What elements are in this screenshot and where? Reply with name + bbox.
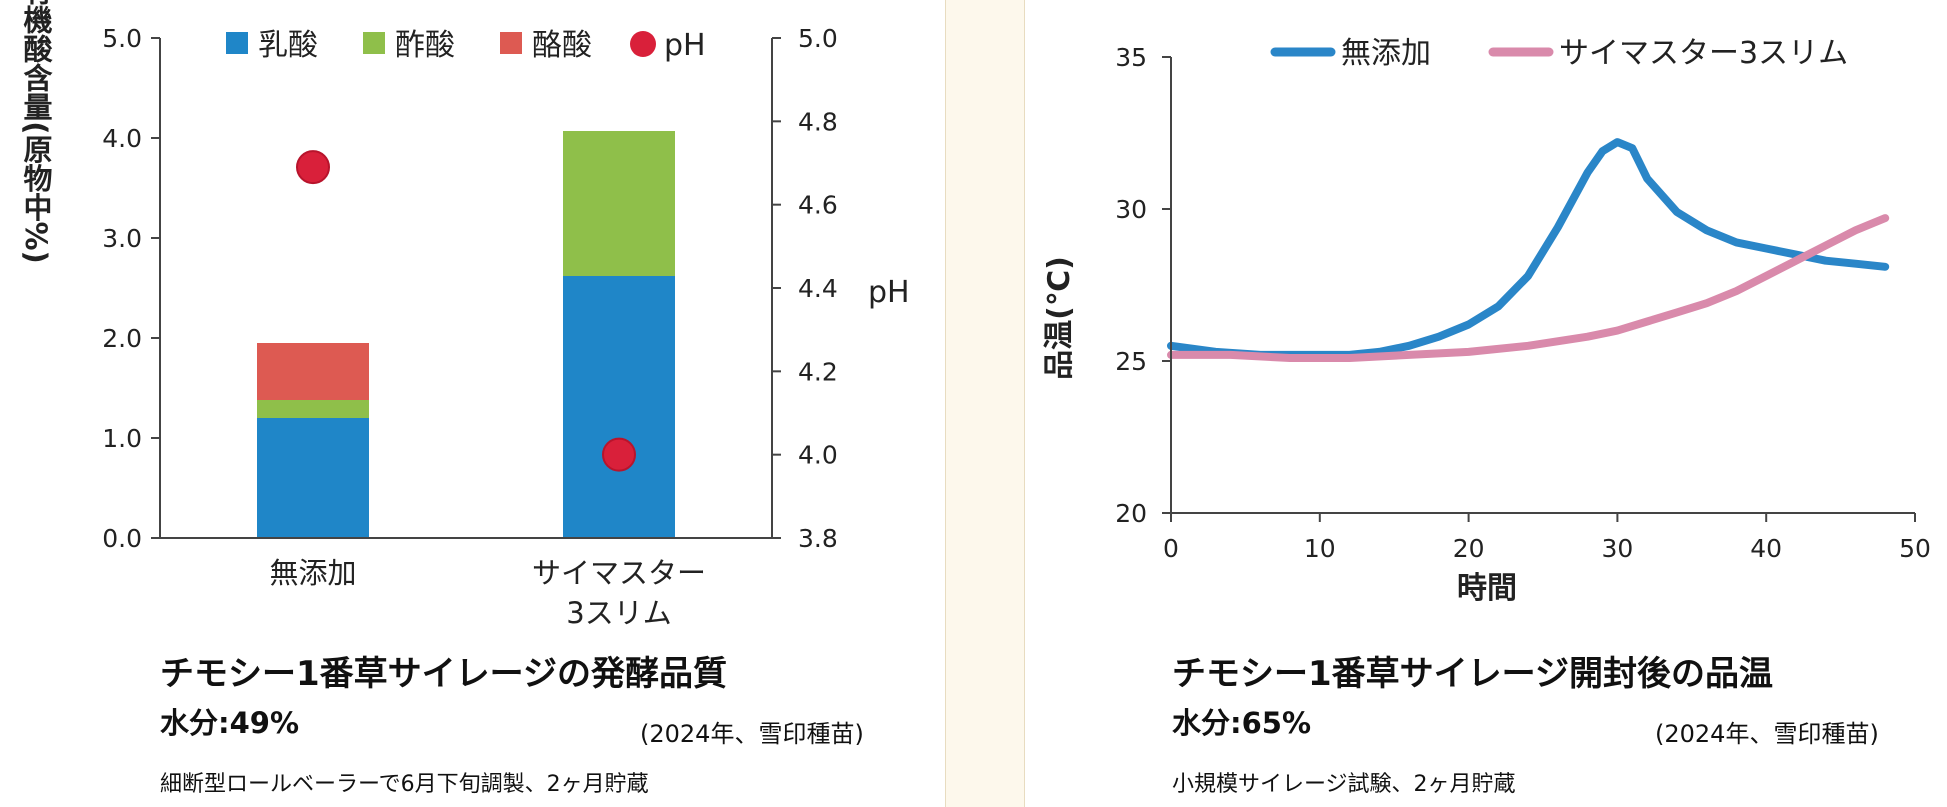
ph-point-1	[602, 437, 636, 472]
panel-divider	[945, 0, 1025, 807]
y-tick-label: 5.0	[102, 24, 142, 53]
y-tick-label: 20	[1115, 499, 1147, 528]
legend-swatch-2	[500, 32, 522, 54]
legend-label-1: 酢酸	[395, 28, 455, 63]
silage-temperature-chart: 20 25 30 35 0 10 20 30 40 50 時間 品温(℃) 無添加 サイマスター3スリム	[1042, 36, 1931, 606]
y-axis-label: 有機酸含量(原物中%)	[19, 0, 53, 264]
y2-tick-label: 4.8	[798, 107, 838, 136]
legend-swatch-1	[363, 32, 385, 54]
left-caption-source: (2024年、雪印種苗)	[640, 720, 864, 748]
left-caption-moisture: 水分:49%	[160, 706, 300, 740]
legend-swatch-3	[630, 31, 656, 57]
y-tick-label: 35	[1115, 43, 1147, 72]
y-tick-label: 3.0	[102, 224, 142, 253]
y-tick-label: 0.0	[102, 524, 142, 553]
x-tick-label: 20	[1453, 534, 1485, 563]
x-category-label: 無添加	[269, 556, 356, 590]
y-tick-label: 25	[1115, 347, 1147, 376]
y-axis-label: 品温(℃)	[1042, 256, 1077, 380]
y2-tick-label: 4.4	[798, 274, 838, 303]
x-category-label: 3スリム	[566, 596, 671, 630]
bar-酪酸-0	[257, 343, 369, 400]
right-caption-note: 小規模サイレージ試験、2ヶ月貯蔵	[1172, 772, 1516, 797]
bar-乳酸-0	[257, 418, 369, 538]
right-caption-moisture: 水分:65%	[1172, 706, 1312, 740]
x-category-label: サイマスター	[532, 556, 706, 590]
y-tick-label: 30	[1115, 195, 1147, 224]
y2-tick-label: 3.8	[798, 524, 838, 553]
legend-label-2: 酪酸	[532, 28, 592, 63]
right-caption-title: チモシー1番草サイレージ開封後の品温	[1172, 654, 1773, 694]
left-caption-title: チモシー1番草サイレージの発酵品質	[160, 654, 727, 694]
legend-label-3: pH	[664, 28, 706, 63]
y2-axis-label: pH	[868, 275, 910, 310]
x-tick-label: 0	[1163, 534, 1179, 563]
y-tick-label: 1.0	[102, 424, 142, 453]
bar-乳酸-1	[563, 276, 675, 538]
x-tick-label: 10	[1304, 534, 1336, 563]
x-tick-label: 30	[1601, 534, 1633, 563]
y2-tick-label: 5.0	[798, 24, 838, 53]
y-tick-label: 4.0	[102, 124, 142, 153]
ph-point-0	[296, 150, 330, 185]
y2-tick-label: 4.0	[798, 441, 838, 470]
left-caption-note: 細断型ロールベーラーで6月下旬調製、2ヶ月貯蔵	[160, 772, 649, 797]
x-axis-label: 時間	[1457, 571, 1517, 606]
legend-label-1: サイマスター3スリム	[1559, 36, 1848, 71]
series-line-1	[1167, 214, 1890, 362]
series-line-0	[1167, 138, 1890, 359]
legend-label-0: 乳酸	[258, 28, 318, 63]
legend-swatch-0	[226, 32, 248, 54]
bar-酢酸-0	[257, 400, 369, 418]
x-tick-label: 40	[1750, 534, 1782, 563]
right-caption-source: (2024年、雪印種苗)	[1655, 720, 1879, 748]
y2-tick-label: 4.6	[798, 191, 838, 220]
fermentation-quality-chart: 0.0 1.0 2.0 3.0 4.0 5.0 3.8 4.0 4.2 4.4 4.6 4.8 5.0 有…	[19, 0, 910, 630]
bar-酢酸-1	[563, 131, 675, 276]
y2-tick-label: 4.2	[798, 357, 838, 386]
legend-label-0: 無添加	[1341, 36, 1431, 71]
x-tick-label: 50	[1899, 534, 1931, 563]
y-tick-label: 2.0	[102, 324, 142, 353]
